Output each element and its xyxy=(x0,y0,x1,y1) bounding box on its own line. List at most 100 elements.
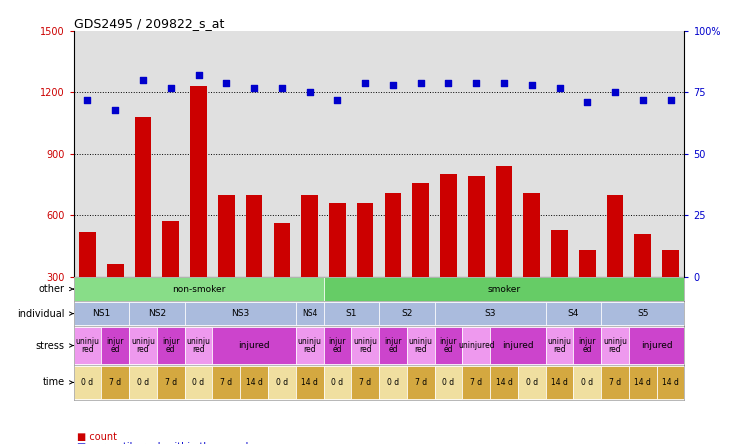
Bar xyxy=(274,222,290,277)
Bar xyxy=(324,277,684,301)
Text: S1: S1 xyxy=(345,309,357,318)
Text: individual: individual xyxy=(17,309,65,319)
Text: S2: S2 xyxy=(401,309,412,318)
Bar xyxy=(490,327,545,365)
Text: 7 d: 7 d xyxy=(359,378,371,387)
Bar xyxy=(662,250,679,277)
Bar xyxy=(157,366,185,399)
Point xyxy=(193,72,205,79)
Point xyxy=(442,79,454,86)
Text: injur
ed: injur ed xyxy=(162,337,180,354)
Bar xyxy=(324,302,379,325)
Text: 0 d: 0 d xyxy=(137,378,149,387)
Text: 0 d: 0 d xyxy=(526,378,538,387)
Bar xyxy=(545,327,573,365)
Text: 0 d: 0 d xyxy=(331,378,344,387)
Text: 14 d: 14 d xyxy=(634,378,651,387)
Text: injur
ed: injur ed xyxy=(329,337,346,354)
Text: 14 d: 14 d xyxy=(495,378,512,387)
Point xyxy=(581,99,593,106)
Text: 14 d: 14 d xyxy=(551,378,568,387)
Text: injured: injured xyxy=(502,341,534,350)
Text: 7 d: 7 d xyxy=(165,378,177,387)
Point xyxy=(637,96,648,103)
Text: injured: injured xyxy=(641,341,673,350)
Text: 7 d: 7 d xyxy=(220,378,233,387)
Bar xyxy=(412,182,429,277)
Text: 14 d: 14 d xyxy=(301,378,318,387)
Point xyxy=(526,82,537,89)
Bar xyxy=(185,327,213,365)
Point xyxy=(415,79,427,86)
Bar xyxy=(185,302,296,325)
Text: 0 d: 0 d xyxy=(276,378,288,387)
Bar xyxy=(329,203,346,277)
Text: stress: stress xyxy=(35,341,65,351)
Point xyxy=(137,77,149,84)
Point xyxy=(553,84,565,91)
Text: 7 d: 7 d xyxy=(414,378,427,387)
Point xyxy=(387,82,399,89)
Bar xyxy=(240,366,268,399)
Point xyxy=(248,84,260,91)
Bar xyxy=(490,366,518,399)
Bar xyxy=(135,117,152,277)
Text: uninju
red: uninju red xyxy=(548,337,572,354)
Text: 0 d: 0 d xyxy=(387,378,399,387)
Text: uninju
red: uninju red xyxy=(186,337,210,354)
Bar xyxy=(495,166,512,277)
Bar xyxy=(434,302,545,325)
Point xyxy=(276,84,288,91)
Bar xyxy=(129,366,157,399)
Point xyxy=(165,84,177,91)
Bar xyxy=(218,195,235,277)
Text: 0 d: 0 d xyxy=(82,378,93,387)
Text: 7 d: 7 d xyxy=(609,378,621,387)
Point xyxy=(609,89,621,96)
Text: NS2: NS2 xyxy=(148,309,166,318)
Text: injur
ed: injur ed xyxy=(107,337,124,354)
Bar xyxy=(601,327,629,365)
Bar xyxy=(434,366,462,399)
Bar xyxy=(157,327,185,365)
Point xyxy=(665,96,676,103)
Text: 0 d: 0 d xyxy=(581,378,593,387)
Text: 14 d: 14 d xyxy=(246,378,263,387)
Bar xyxy=(296,302,324,325)
Bar xyxy=(185,366,213,399)
Bar xyxy=(163,222,179,277)
Point xyxy=(359,79,371,86)
Bar xyxy=(324,327,351,365)
Bar xyxy=(79,232,96,277)
Bar xyxy=(379,366,407,399)
Text: uninju
red: uninju red xyxy=(76,337,99,354)
Bar xyxy=(518,366,545,399)
Text: non-smoker: non-smoker xyxy=(172,285,225,293)
Text: uninju
red: uninju red xyxy=(408,337,433,354)
Bar xyxy=(102,366,129,399)
Bar xyxy=(213,327,296,365)
Text: 0 d: 0 d xyxy=(193,378,205,387)
Bar xyxy=(351,327,379,365)
Bar xyxy=(657,366,684,399)
Text: uninju
red: uninju red xyxy=(353,337,377,354)
Text: 14 d: 14 d xyxy=(662,378,679,387)
Text: uninju
red: uninju red xyxy=(131,337,155,354)
Bar xyxy=(629,327,684,365)
Bar xyxy=(385,193,401,277)
Bar xyxy=(579,250,595,277)
Bar xyxy=(634,234,651,277)
Bar xyxy=(573,366,601,399)
Bar xyxy=(268,366,296,399)
Bar xyxy=(129,302,185,325)
Text: time: time xyxy=(42,377,65,388)
Bar xyxy=(301,195,318,277)
Text: uninju
red: uninju red xyxy=(297,337,322,354)
Point xyxy=(470,79,482,86)
Point xyxy=(110,106,121,113)
Bar xyxy=(296,327,324,365)
Bar xyxy=(523,193,540,277)
Text: 0 d: 0 d xyxy=(442,378,455,387)
Point xyxy=(331,96,343,103)
Bar xyxy=(440,174,457,277)
